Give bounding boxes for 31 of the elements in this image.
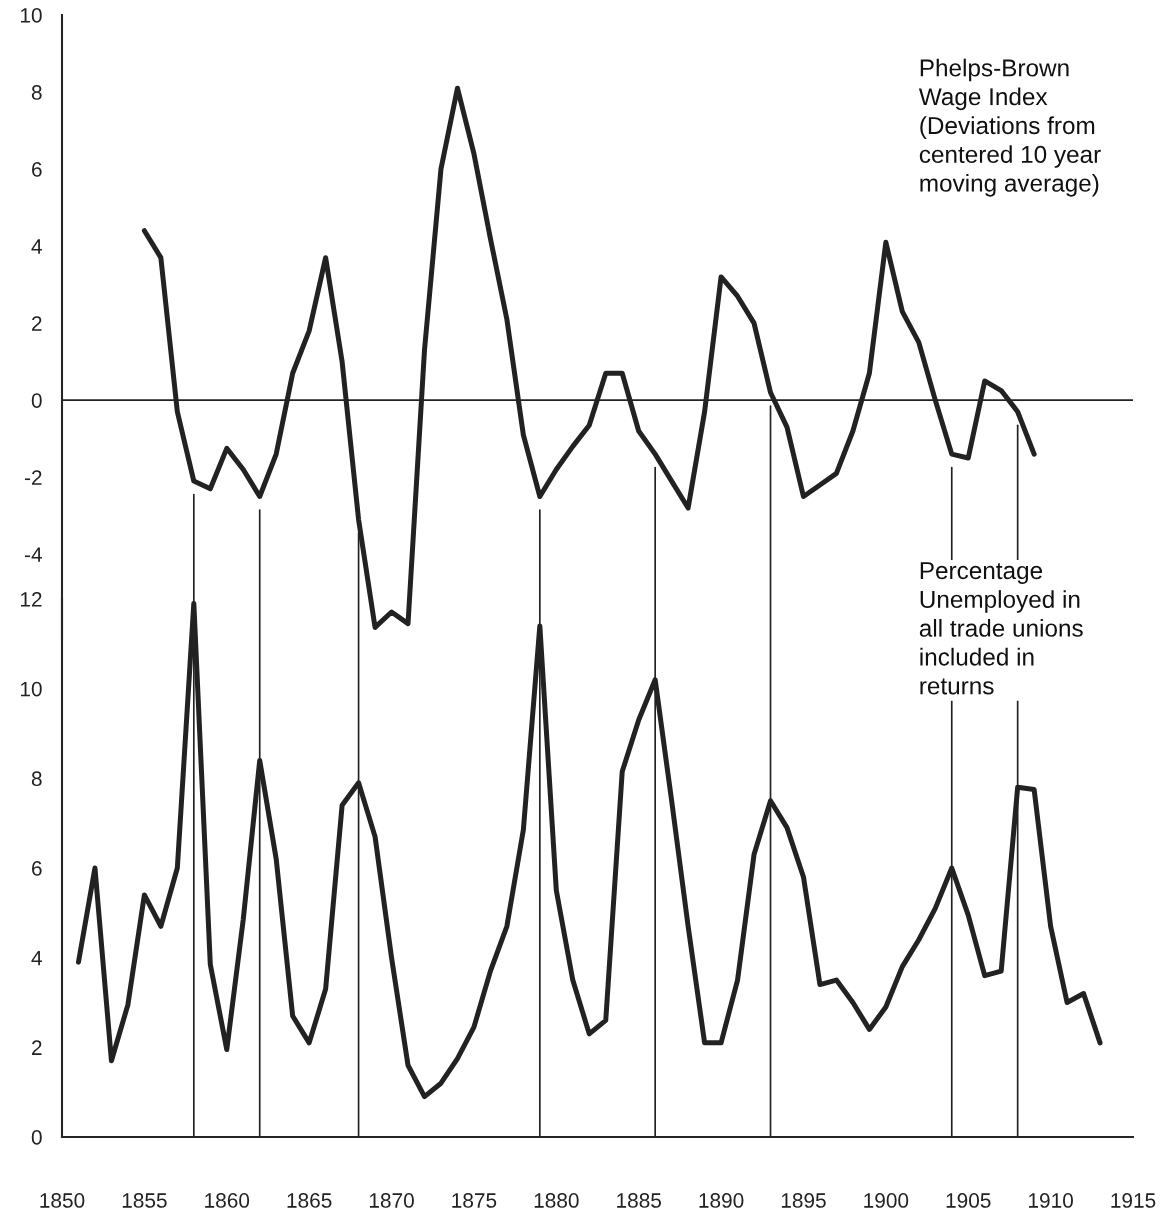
annotation: Phelps-Brown Wage Index (Deviations from centered 10 year moving average)	[918, 58, 1101, 197]
x-tick-label: 1865	[287, 1193, 332, 1208]
y-tick-label: 8	[31, 85, 42, 100]
y-tick-label: 4	[31, 239, 42, 254]
x-tick-label: 1855	[122, 1193, 167, 1208]
y-tick-label: 10	[20, 681, 42, 697]
x-tick-label: 1915	[1111, 1193, 1156, 1208]
x-tick-label: 1890	[699, 1193, 744, 1208]
x-tick-label: 1885	[617, 1193, 661, 1208]
y-tick-label: 12	[20, 592, 42, 607]
y-tick-label: 2	[32, 316, 42, 331]
y-tick-label: 0	[31, 1130, 42, 1145]
x-tick-label: 1880	[534, 1193, 579, 1208]
annotation: Percentage Unemployed in all trade unions included in returns	[919, 562, 1083, 695]
x-tick-label: 1870	[369, 1193, 414, 1208]
y-tick-label: 10	[20, 8, 42, 23]
x-tick-label: 1910	[1029, 1193, 1073, 1208]
y-tick-label: 2	[32, 1040, 42, 1055]
y-tick-label: -4	[24, 547, 42, 562]
x-tick-label: 1850	[40, 1193, 85, 1208]
y-tick-label: 6	[32, 861, 42, 876]
x-tick-label: 1905	[946, 1193, 991, 1208]
x-tick-label: 1895	[781, 1193, 826, 1208]
x-tick-label: 1875	[452, 1193, 497, 1208]
y-tick-label: 0	[31, 393, 42, 408]
y-tick-label: 8	[31, 771, 42, 787]
x-tick-label: 1860	[205, 1193, 250, 1208]
y-tick-label: 4	[31, 950, 42, 966]
x-tick-label: 1900	[864, 1193, 909, 1208]
y-tick-label: -2	[24, 470, 42, 485]
y-tick-label: 6	[32, 162, 42, 177]
